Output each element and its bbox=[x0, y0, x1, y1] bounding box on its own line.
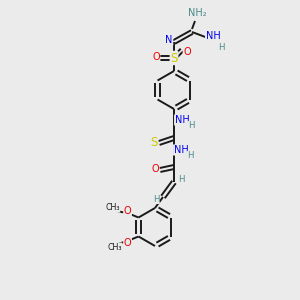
Text: H: H bbox=[218, 44, 224, 52]
Text: N: N bbox=[165, 35, 173, 45]
Text: H: H bbox=[178, 176, 184, 184]
Text: NH₂: NH₂ bbox=[188, 8, 206, 18]
Text: H: H bbox=[187, 152, 193, 160]
Text: NH: NH bbox=[175, 115, 189, 125]
Text: S: S bbox=[170, 52, 178, 64]
Text: O: O bbox=[183, 47, 191, 57]
Text: H: H bbox=[153, 194, 159, 203]
Text: H: H bbox=[188, 122, 194, 130]
Text: NH: NH bbox=[206, 31, 220, 41]
Text: CH₃: CH₃ bbox=[107, 243, 122, 252]
Text: O: O bbox=[124, 206, 131, 215]
Text: CH₃: CH₃ bbox=[105, 203, 120, 212]
Text: S: S bbox=[150, 136, 158, 149]
Text: O: O bbox=[151, 164, 159, 174]
Text: O: O bbox=[152, 52, 160, 62]
Text: O: O bbox=[124, 238, 131, 248]
Text: NH: NH bbox=[174, 145, 188, 155]
